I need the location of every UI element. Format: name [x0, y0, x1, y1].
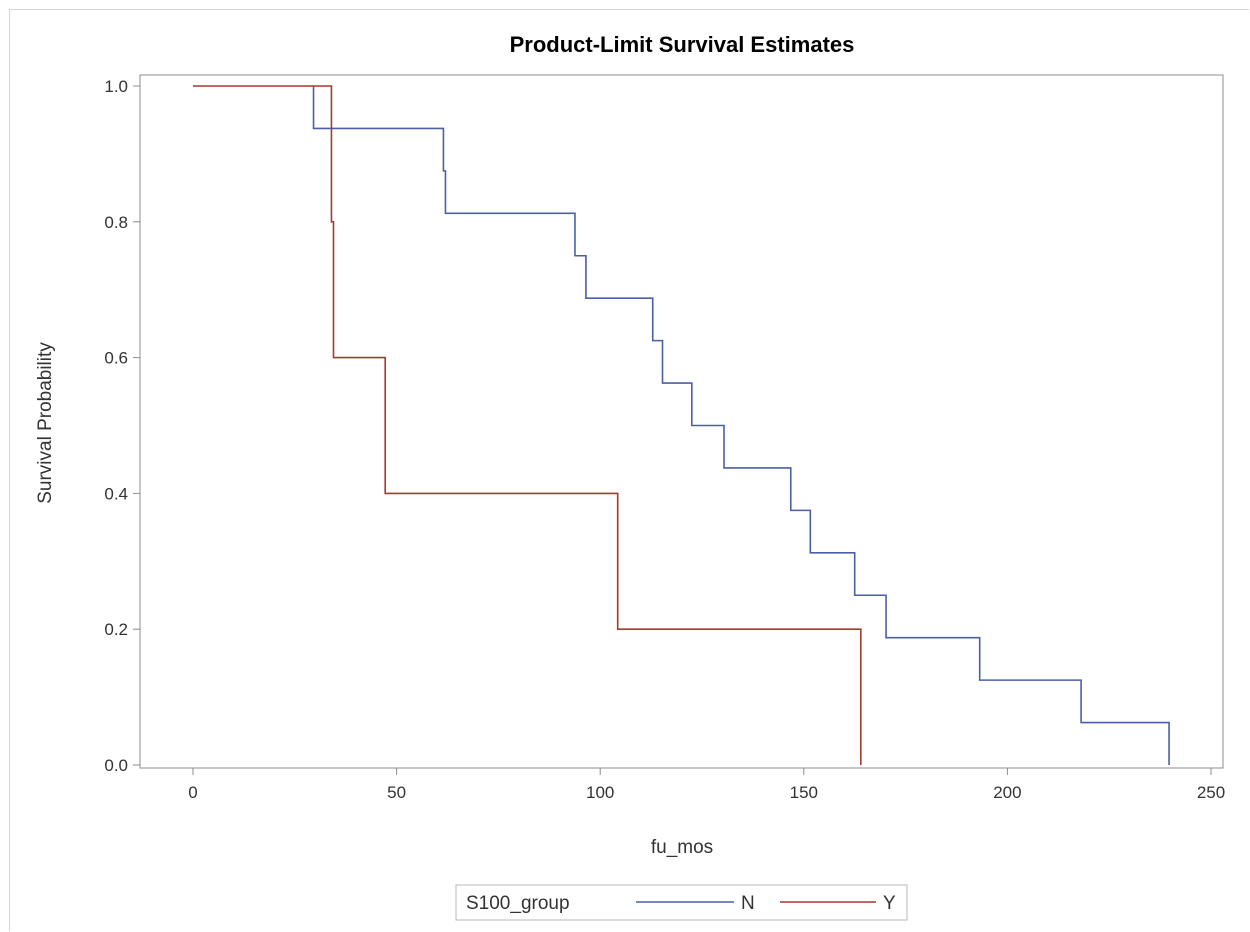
series-line-n [312, 86, 1170, 765]
plot-area [139, 74, 1224, 769]
chart-container [9, 9, 1249, 931]
y-tick-label: 0.8 [104, 213, 128, 232]
series-line-y [193, 85, 862, 765]
legend-label-y: Y [883, 893, 896, 914]
legend-label-n: N [741, 893, 755, 914]
y-tick-label: 0.4 [104, 484, 128, 503]
legend: S100_group N Y [455, 884, 908, 921]
x-tick-label: 0 [188, 783, 197, 802]
x-tick-label: 250 [1197, 783, 1225, 802]
y-axis: 0.0 0.2 0.4 0.6 0.8 1.0 [104, 77, 140, 775]
x-tick-label: 50 [387, 783, 406, 802]
x-tick-label: 200 [993, 783, 1021, 802]
x-axis-title: fu_mos [651, 837, 713, 858]
x-tick-label: 150 [790, 783, 818, 802]
chart-title: Product-Limit Survival Estimates [510, 32, 855, 57]
y-axis-title: Survival Probability [35, 342, 56, 504]
x-axis: 0 50 100 150 200 250 [188, 768, 1225, 802]
legend-title: S100_group [466, 893, 570, 914]
y-tick-label: 0.6 [104, 349, 128, 368]
y-tick-label: 0.0 [104, 756, 128, 775]
series-layer [193, 85, 1170, 765]
y-tick-label: 0.2 [104, 620, 128, 639]
x-tick-label: 100 [586, 783, 614, 802]
y-tick-label: 1.0 [104, 77, 128, 96]
